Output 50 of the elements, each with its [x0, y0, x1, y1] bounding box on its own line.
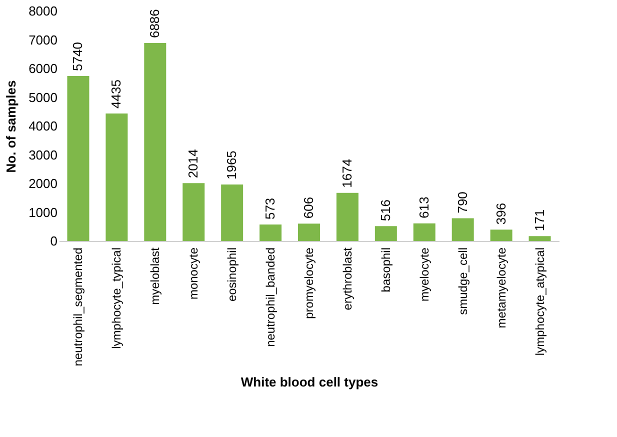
y-tick-label: 4000: [28, 118, 58, 134]
data-label: 573: [262, 198, 278, 220]
data-label: 6886: [147, 9, 162, 38]
y-tick-label: 5000: [28, 90, 58, 105]
y-tick-label: 6000: [28, 61, 58, 76]
y-tick-label: 3000: [28, 147, 58, 162]
x-axis-title: White blood cell types: [240, 374, 378, 390]
x-tick-label: neutrophil_segmented: [71, 248, 86, 366]
x-tick-label: lymphocyte_typical: [110, 248, 124, 349]
bar: [298, 224, 320, 241]
x-tick-label: smudge_cell: [456, 248, 470, 315]
bar: [182, 183, 205, 241]
x-tick-label: neutrophil_banded: [264, 248, 278, 347]
bar: [374, 226, 397, 241]
data-label: 171: [532, 209, 547, 232]
bar: [490, 230, 512, 241]
bar: [106, 113, 128, 241]
data-label: 606: [301, 196, 316, 219]
bar: [336, 192, 358, 241]
y-tick-label: 0: [50, 234, 58, 248]
bar: [413, 223, 436, 241]
bar: [67, 76, 90, 241]
bar: [221, 184, 244, 241]
bar: [144, 43, 166, 241]
y-tick-label: 1000: [28, 204, 58, 220]
x-tick-label: promyelocyte: [302, 247, 316, 319]
x-tick-label: metamyelocyte: [494, 247, 508, 328]
bar: [260, 224, 282, 241]
x-tick-label: lymphocyte_atypical: [532, 248, 547, 356]
y-axis-title: No. of samples: [4, 80, 19, 173]
x-tick-label: monocyte: [186, 247, 201, 300]
data-label: 1965: [224, 150, 240, 180]
data-label: 1674: [339, 158, 354, 188]
x-tick-label: myeloblast: [148, 246, 162, 305]
y-tick-label: 7000: [28, 32, 58, 48]
data-label: 2014: [186, 149, 201, 178]
x-tick-label: erythroblast: [340, 246, 354, 310]
x-tick-label: myelocyte: [417, 247, 432, 302]
data-label: 790: [454, 192, 470, 214]
bar: [528, 236, 551, 241]
bar: [452, 218, 474, 241]
x-tick-label: basophil: [378, 248, 393, 292]
data-label: 396: [493, 202, 508, 225]
data-label: 4435: [108, 80, 124, 108]
y-tick-label: 2000: [28, 176, 58, 191]
data-label: 516: [378, 199, 393, 222]
y-tick-label: 8000: [28, 4, 58, 18]
data-label: 5740: [70, 42, 86, 71]
x-tick-label: eosinophil: [225, 248, 240, 302]
data-label: 613: [416, 196, 432, 218]
